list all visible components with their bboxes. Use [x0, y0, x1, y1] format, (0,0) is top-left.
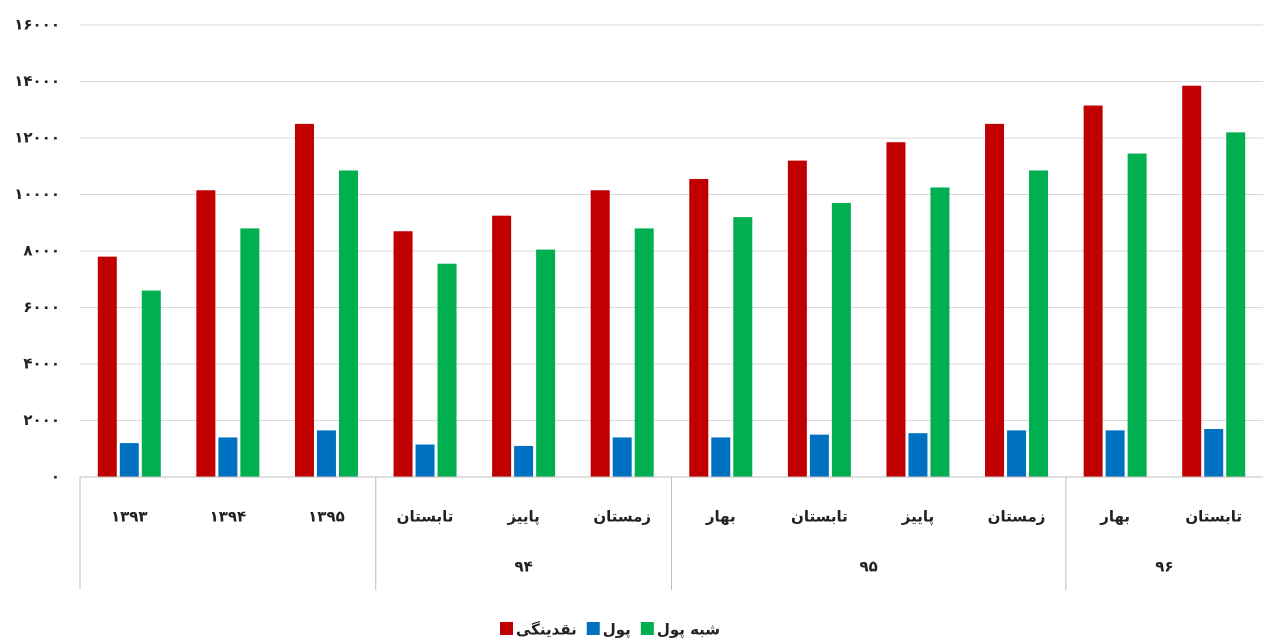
bar — [1007, 430, 1027, 477]
bar — [1083, 105, 1103, 477]
legend-label: نقدینگی — [516, 621, 577, 639]
bar — [1204, 428, 1224, 477]
legend-swatch — [640, 622, 654, 635]
legend-swatch — [586, 622, 600, 635]
x-tick-label: تابستان — [1185, 508, 1242, 526]
bar — [316, 430, 336, 477]
x-tick-label: ۱۳۹۳ — [111, 508, 148, 526]
bar — [908, 433, 928, 477]
bar — [415, 444, 435, 477]
bar — [196, 190, 216, 477]
bar — [886, 142, 906, 478]
y-tick-label: ۱۶۰۰۰ — [14, 16, 60, 34]
group-label: ۹۴ — [514, 558, 532, 576]
x-tick-label: تابستان — [397, 508, 454, 526]
bar — [240, 228, 260, 477]
y-tick-label: ۲۰۰۰ — [23, 411, 60, 429]
y-tick-label: ۰ — [51, 468, 60, 486]
x-tick-label: ۱۳۹۴ — [210, 508, 247, 526]
bar — [590, 190, 610, 477]
bar — [809, 434, 829, 477]
bar — [711, 437, 731, 477]
bar — [338, 170, 358, 478]
y-tick-label: ۱۴۰۰۰ — [14, 72, 60, 90]
bar — [1182, 85, 1202, 478]
bar — [97, 256, 117, 477]
bar — [930, 187, 950, 477]
x-tick-label: تابستان — [791, 508, 848, 526]
y-tick-label: ۴۰۰۰ — [23, 355, 60, 373]
bar — [733, 217, 753, 477]
bar — [141, 290, 161, 477]
bar — [514, 445, 534, 477]
bar — [492, 215, 512, 477]
bar — [689, 178, 709, 477]
legend-label: شبه پول — [657, 621, 720, 640]
x-tick-label: پاییز — [901, 508, 934, 527]
legend-label: پول — [603, 621, 631, 640]
y-tick-label: ۱۲۰۰۰ — [14, 129, 60, 147]
bar — [1226, 132, 1246, 477]
y-tick-label: ۱۰۰۰۰ — [14, 185, 60, 203]
legend-swatch — [500, 622, 513, 635]
bar — [536, 249, 556, 477]
y-tick-label: ۶۰۰۰ — [23, 298, 60, 316]
y-tick-label: ۸۰۰۰ — [23, 242, 60, 260]
bar — [1127, 153, 1147, 477]
bar — [612, 437, 632, 477]
x-tick-label: زمستان — [988, 508, 1046, 526]
x-tick-label: بهار — [705, 508, 736, 526]
x-tick-label: پاییز — [506, 508, 539, 527]
x-tick-label: بهار — [1099, 508, 1130, 526]
bar — [119, 443, 139, 477]
group-label: ۹۶ — [1155, 558, 1173, 576]
bar — [985, 123, 1005, 477]
bar — [831, 202, 851, 477]
bar — [1029, 170, 1049, 478]
bar — [787, 160, 807, 477]
x-tick-label: زمستان — [593, 508, 651, 526]
bar — [634, 228, 654, 477]
bar — [218, 437, 238, 477]
bar — [1105, 430, 1125, 477]
bar — [393, 231, 413, 477]
x-tick-label: ۱۳۹۵ — [308, 508, 345, 526]
bar — [437, 263, 457, 477]
bar — [294, 123, 314, 477]
group-label: ۹۵ — [860, 558, 878, 576]
